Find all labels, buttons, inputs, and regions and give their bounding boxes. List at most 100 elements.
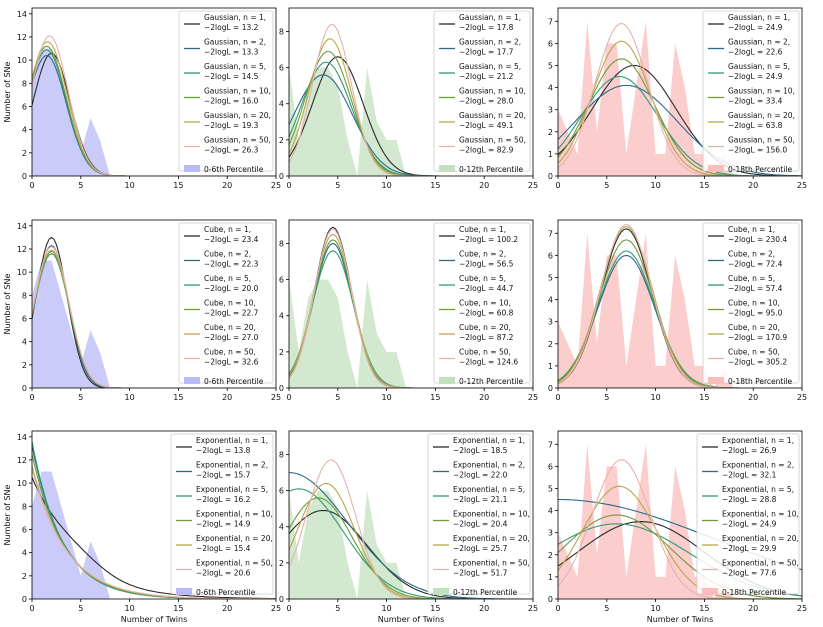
legend-logl-n2: −2logL = 22.0 (453, 471, 508, 480)
legend-entry-n10: Cube, n = 10, (204, 299, 256, 308)
series-line-n2 (558, 84, 802, 176)
x-tick-label: 10 (651, 393, 661, 402)
y-tick-label: 4 (279, 100, 284, 109)
series-line-n1 (32, 477, 276, 599)
legend-logl-n5: −2logL = 44.7 (459, 284, 514, 293)
y-tick-label: 0 (548, 384, 553, 393)
legend-entry-percentile: 0-12th Percentile (453, 588, 517, 597)
y-tick-label: 4 (279, 312, 284, 321)
legend-logl-n10: −2logL = 95.0 (728, 309, 783, 318)
legend-entry-n1: Exponential, n = 1, (722, 436, 794, 445)
y-tick-label: 6 (548, 251, 553, 260)
legend: Exponential, n = 1,−2logL = 26.9 Exponent… (696, 433, 800, 597)
legend: Gaussian, n = 1,−2logL = 13.2 Gaussian, n… (178, 10, 274, 174)
legend-logl-n1: −2logL = 26.9 (722, 446, 777, 455)
x-tick-label: 15 (173, 181, 183, 190)
x-tick-label: 0 (555, 604, 560, 613)
x-tick-label: 10 (382, 181, 392, 190)
legend-logl-n10: −2logL = 22.7 (204, 309, 259, 318)
y-tick-label: 3 (548, 529, 553, 538)
legend-entry-n50: Gaussian, n = 50, (459, 136, 526, 145)
legend-box (178, 222, 274, 384)
legend-logl-n1: −2logL = 100.2 (459, 235, 518, 244)
legend-entry-n50: Exponential, n = 50, (196, 559, 273, 568)
legend-logl-n10: −2logL = 60.8 (459, 309, 514, 318)
y-tick-label: 0 (279, 595, 284, 604)
legend-entry-n1: Gaussian, n = 1, (204, 13, 266, 22)
legend-entry-percentile: 0-6th Percentile (196, 588, 256, 597)
legend: Exponential, n = 1,−2logL = 13.8 Exponent… (170, 433, 274, 597)
legend-entry-n2: Exponential, n = 2, (453, 461, 525, 470)
legend-entry-n2: Exponential, n = 2, (196, 461, 268, 470)
legend-logl-n20: −2logL = 25.7 (453, 544, 508, 553)
x-tick-label: 5 (78, 604, 83, 613)
legend-entry-n50: Gaussian, n = 50, (204, 136, 271, 145)
legend-entry-n1: Gaussian, n = 1, (728, 13, 790, 22)
y-tick-label: 12 (17, 245, 27, 254)
plot-area (558, 444, 802, 599)
legend-entry-n10: Cube, n = 10, (459, 299, 511, 308)
x-tick-label: 15 (430, 393, 440, 402)
legend-entry-n5: Cube, n = 5, (204, 274, 251, 283)
legend-entry-n10: Gaussian, n = 10, (459, 87, 526, 96)
legend-logl-n2: −2logL = 22.6 (728, 48, 783, 57)
axes-frame (557, 219, 803, 389)
legend-entry-n20: Gaussian, n = 20, (728, 111, 795, 120)
legend-box (696, 433, 800, 595)
y-tick-label: 8 (279, 27, 284, 36)
percentile-histogram-area (289, 279, 407, 388)
legend-swatch-percentile (439, 377, 455, 384)
series-line-n10 (289, 239, 533, 388)
series-line-n50 (289, 228, 533, 388)
legend-logl-n50: −2logL = 32.6 (204, 358, 259, 367)
legend-entry-n50: Exponential, n = 50, (722, 559, 799, 568)
legend-entry-n20: Cube, n = 20, (459, 323, 511, 332)
legend-entry-percentile: 0-18th Percentile (722, 588, 786, 597)
y-tick-label: 2 (279, 136, 284, 145)
legend-logl-n50: −2logL = 82.9 (459, 146, 514, 155)
legend-entry-n1: Cube, n = 1, (459, 225, 506, 234)
legend-logl-n2: −2logL = 56.5 (459, 260, 514, 269)
legend-logl-n10: −2logL = 28.0 (459, 97, 514, 106)
y-tick-label: 14 (17, 433, 27, 442)
legend-logl-n5: −2logL = 21.2 (459, 72, 514, 81)
y-tick-label: 6 (548, 39, 553, 48)
x-tick-label: 20 (479, 393, 489, 402)
x-tick-label: 0 (29, 181, 34, 190)
legend-entry-n1: Gaussian, n = 1, (459, 13, 521, 22)
legend-logl-n20: −2logL = 87.2 (459, 333, 514, 342)
y-tick-label: 2 (22, 572, 27, 581)
x-tick-label: 15 (430, 181, 440, 190)
y-tick-label: 5 (548, 61, 553, 70)
legend-logl-n5: −2logL = 28.8 (722, 495, 777, 504)
legend-entry-n2: Exponential, n = 2, (722, 461, 794, 470)
legend-entry-percentile: 0-12th Percentile (459, 165, 523, 174)
legend-logl-n20: −2logL = 29.9 (722, 544, 777, 553)
legend-swatch-percentile (184, 377, 200, 384)
axes-frame (288, 430, 534, 600)
legend-logl-n1: −2logL = 13.2 (204, 23, 259, 32)
legend-logl-n20: −2logL = 19.3 (204, 121, 259, 130)
legend-logl-n5: −2logL = 14.5 (204, 72, 259, 81)
y-tick-label: 0 (548, 172, 553, 181)
y-tick-label: 10 (17, 479, 27, 488)
y-tick-label: 6 (279, 487, 284, 496)
series-line-n5 (289, 488, 533, 599)
x-tick-label: 25 (528, 181, 538, 190)
legend-logl-n2: −2logL = 13.3 (204, 48, 259, 57)
legend-entry-n10: Gaussian, n = 10, (204, 87, 271, 96)
legend: Gaussian, n = 1,−2logL = 17.8 Gaussian, n… (433, 10, 531, 174)
legend-entry-n20: Gaussian, n = 20, (459, 111, 526, 120)
series-line-n50 (289, 23, 533, 176)
series-line-n1 (558, 64, 802, 176)
y-tick-label: 12 (17, 456, 27, 465)
x-tick-label: 0 (555, 393, 560, 402)
series-line-n20 (32, 41, 276, 176)
y-tick-label: 10 (17, 268, 27, 277)
x-tick-label: 5 (78, 393, 83, 402)
legend-logl-n2: −2logL = 17.7 (459, 48, 514, 57)
legend-entry-n1: Exponential, n = 1, (196, 436, 268, 445)
